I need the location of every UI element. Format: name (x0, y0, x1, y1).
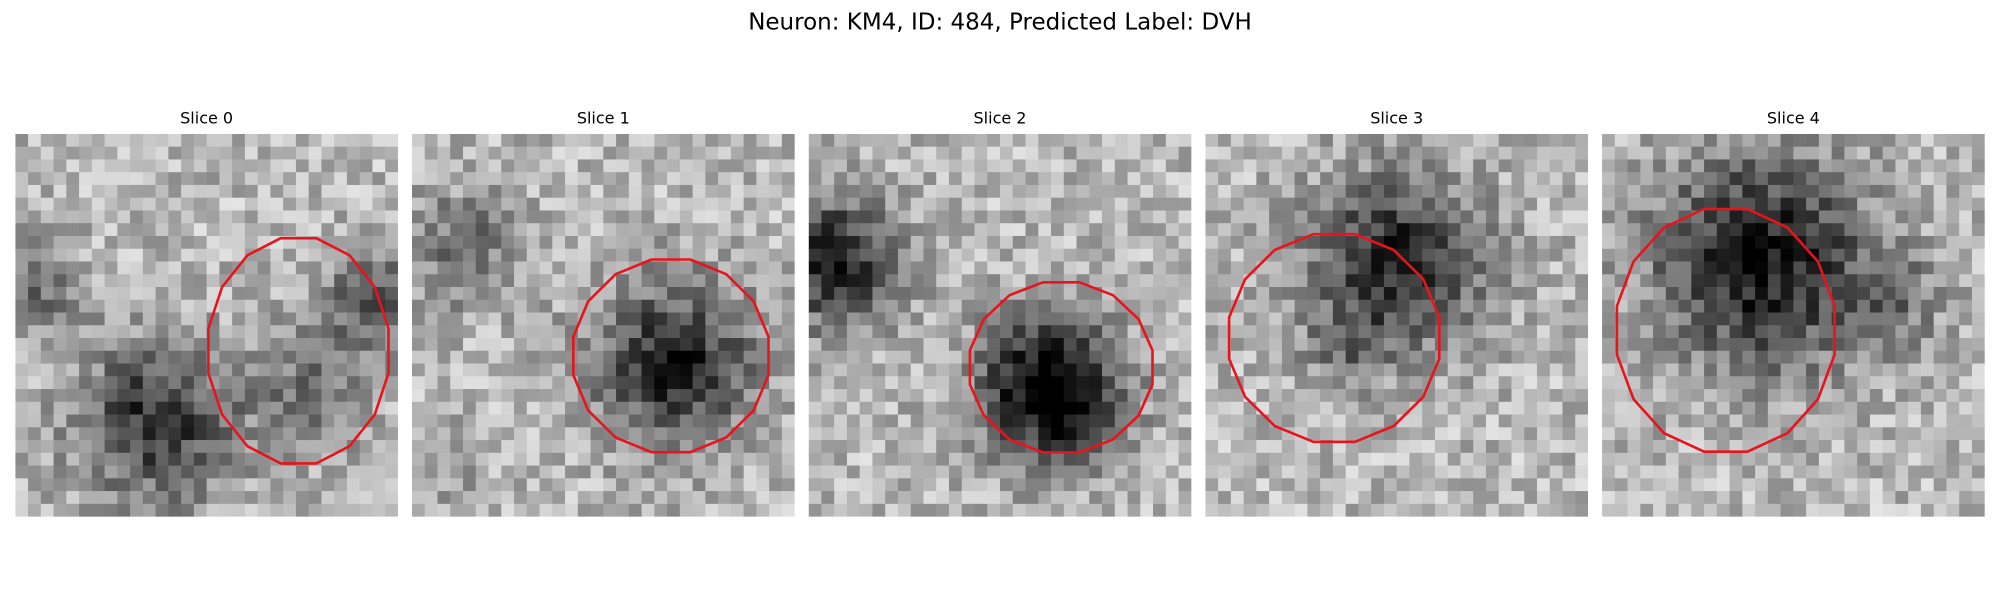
panel-title: Slice 1 (577, 108, 630, 127)
contour (1615, 207, 1836, 454)
panel-title: Slice 0 (180, 108, 233, 127)
slice-image (1602, 133, 1985, 517)
panel-title: Slice 3 (1370, 108, 1423, 127)
contour (571, 258, 770, 454)
slice-image (808, 133, 1192, 517)
panel-title: Slice 2 (974, 108, 1027, 127)
slice-image (15, 133, 398, 517)
figure-title: Neuron: KM4, ID: 484, Predicted Label: D… (748, 10, 1252, 36)
contour (1227, 232, 1441, 444)
panel-title: Slice 4 (1767, 108, 1820, 127)
slice-image (411, 133, 795, 517)
contour (968, 280, 1154, 454)
contour (207, 236, 390, 465)
slice-image (1205, 133, 1589, 517)
